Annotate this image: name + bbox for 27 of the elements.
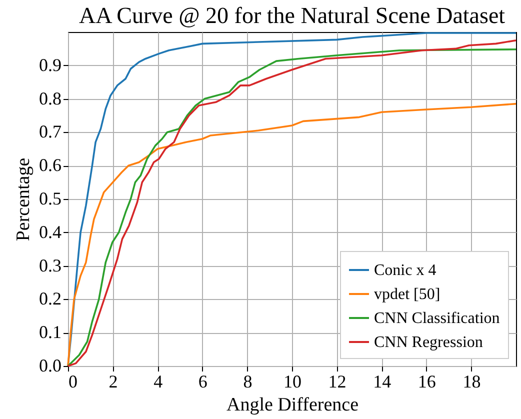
x-tick-label: 10 [284,372,302,392]
x-tick-label: 2 [108,372,118,392]
legend-label: CNN Classification [374,310,500,327]
y-tick-label: 0.5 [39,188,62,208]
x-tick-label: 6 [198,372,208,392]
y-tick-label: 0.1 [39,322,62,342]
y-tick-label: 0.6 [39,155,62,176]
y-tick-label: 0.8 [39,88,62,108]
y-tick-label: 0.9 [39,54,62,75]
y-tick-label: 0.2 [39,288,62,309]
y-axis-title: Percentage [13,158,34,242]
y-tick-label: 0.0 [39,356,62,376]
x-tick-label: 14 [373,372,392,392]
y-tick-label: 0.7 [39,122,62,142]
x-tick-label: 12 [328,372,346,392]
chart-title: AA Curve @ 20 for the Natural Scene Dataset [78,3,506,28]
y-tick-label: 0.4 [39,222,62,242]
x-tick-label: 16 [418,372,436,392]
legend-label: Conic x 4 [374,262,436,279]
x-tick-label: 18 [462,372,481,392]
legend-label: CNN Regression [374,334,483,351]
x-tick-label: 4 [154,372,163,392]
x-axis-title: Angle Difference [226,394,359,416]
legend-label: vpdet [50] [374,286,440,303]
x-tick-label: 8 [243,372,252,392]
y-tick-label: 0.3 [39,255,62,276]
x-tick-label: 0 [68,372,78,392]
